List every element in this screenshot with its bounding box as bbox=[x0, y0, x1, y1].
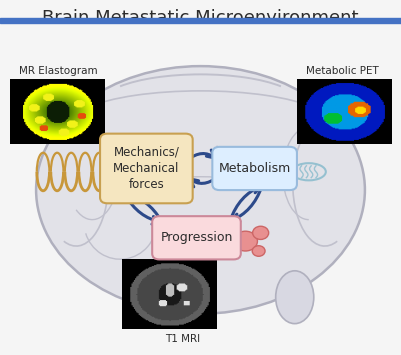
FancyBboxPatch shape bbox=[213, 147, 297, 190]
Text: T1 MRI: T1 MRI bbox=[165, 334, 200, 344]
Text: Brain Metastatic Microenvironment: Brain Metastatic Microenvironment bbox=[42, 9, 359, 27]
Text: MR Elastogram: MR Elastogram bbox=[19, 66, 97, 76]
FancyBboxPatch shape bbox=[152, 216, 241, 260]
Text: Progression: Progression bbox=[160, 231, 233, 244]
Ellipse shape bbox=[36, 66, 365, 314]
Ellipse shape bbox=[276, 271, 314, 324]
Text: Metabolic PET: Metabolic PET bbox=[306, 66, 379, 76]
Text: Metabolism: Metabolism bbox=[219, 162, 291, 175]
Text: Mechanics/
Mechanical
forces: Mechanics/ Mechanical forces bbox=[113, 146, 180, 191]
Circle shape bbox=[253, 226, 269, 239]
Circle shape bbox=[252, 246, 265, 256]
FancyBboxPatch shape bbox=[100, 133, 192, 203]
Circle shape bbox=[233, 231, 257, 251]
